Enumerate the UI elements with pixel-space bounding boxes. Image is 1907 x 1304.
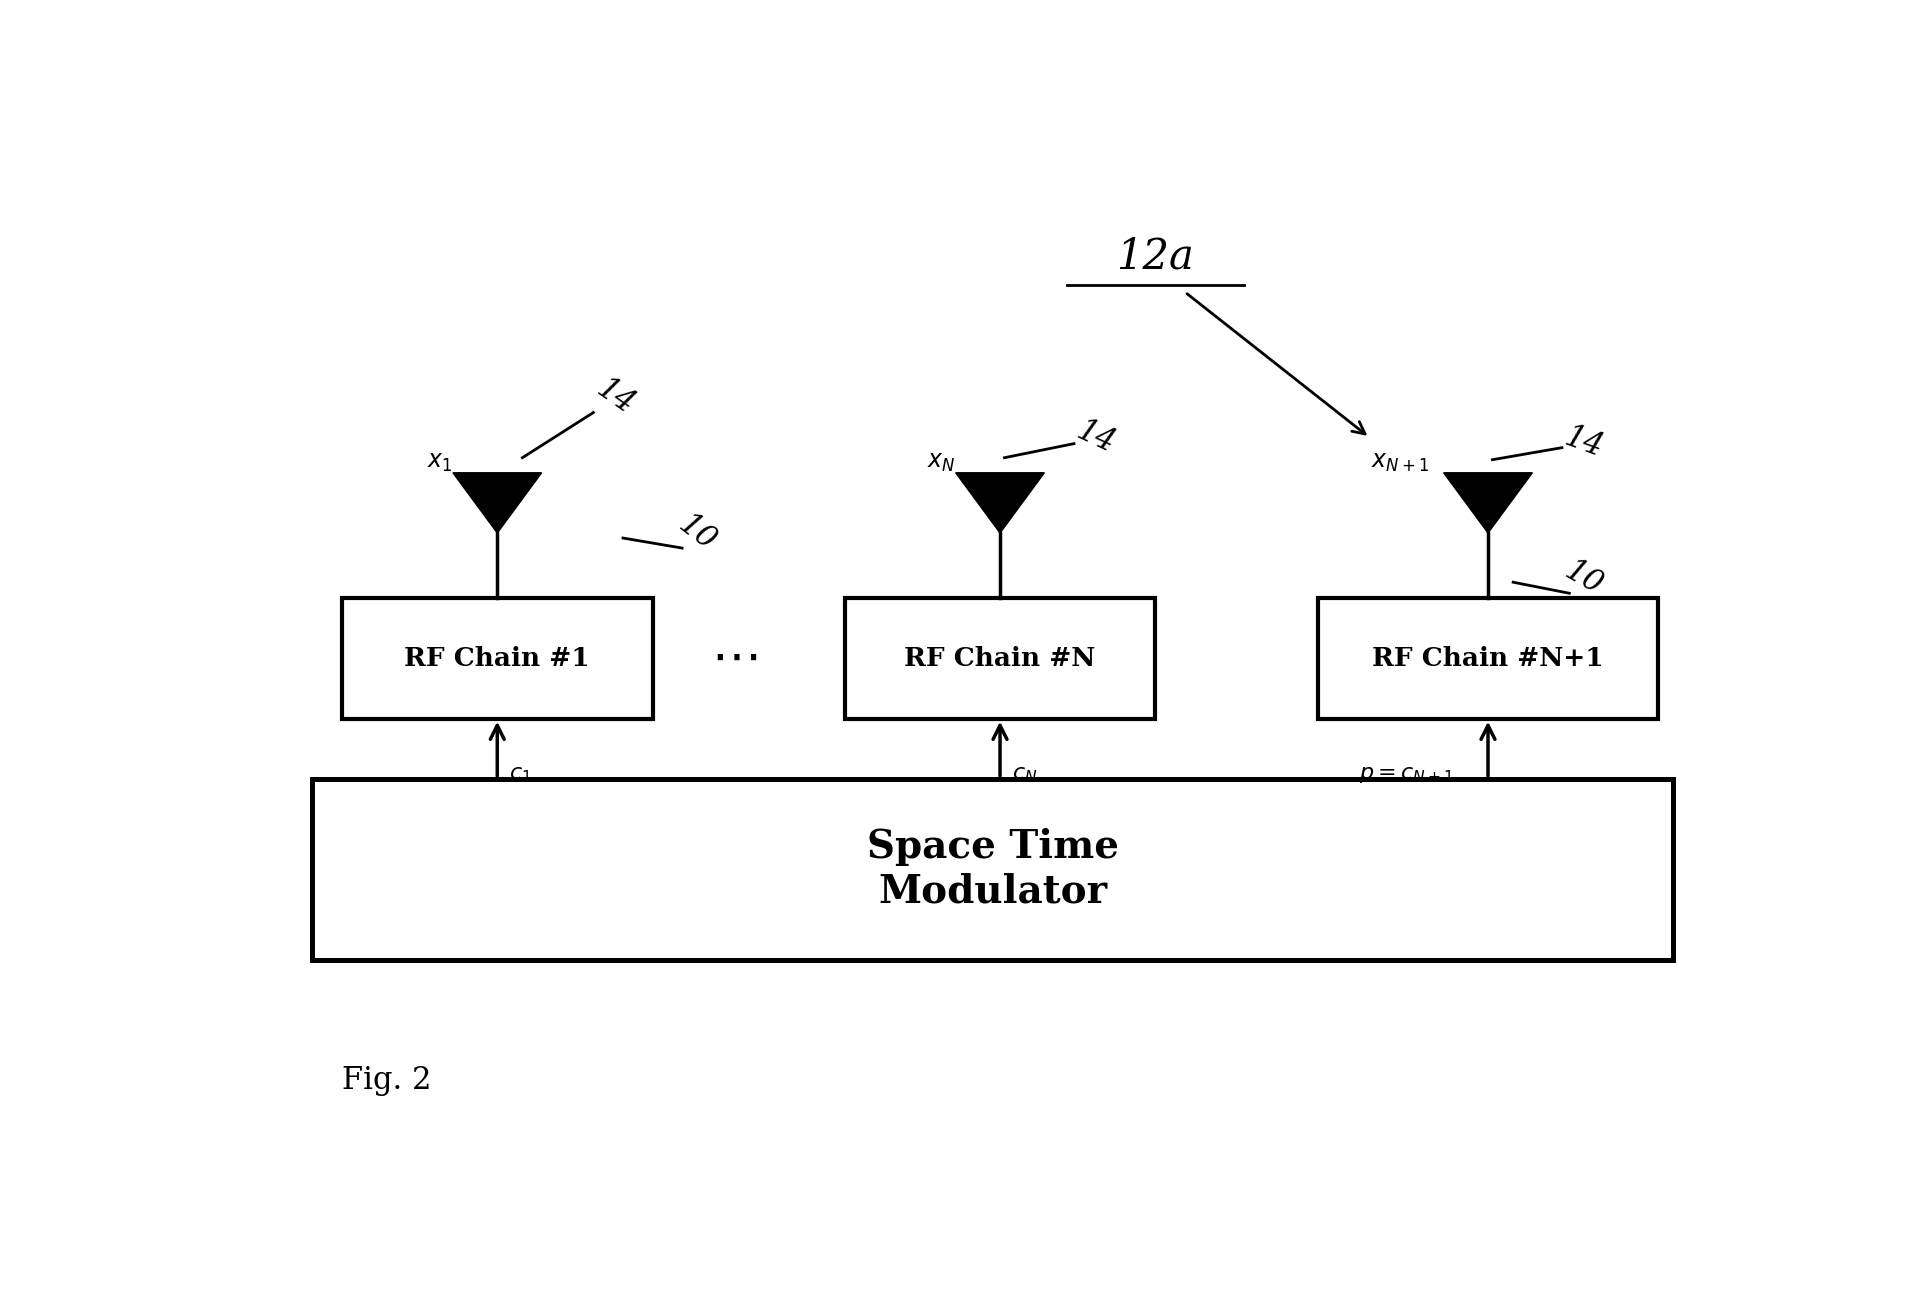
Bar <box>313 778 1672 960</box>
Text: 14: 14 <box>591 374 641 421</box>
Text: RF Chain #1: RF Chain #1 <box>404 645 589 672</box>
Text: $\cdots$: $\cdots$ <box>711 634 757 683</box>
Text: $x_{N+1}$: $x_{N+1}$ <box>1369 451 1428 475</box>
Bar <box>845 599 1154 719</box>
Text: 10: 10 <box>1558 556 1608 601</box>
Text: $x_1$: $x_1$ <box>427 451 452 475</box>
Bar <box>341 599 652 719</box>
Text: Space Time
Modulator: Space Time Modulator <box>866 828 1118 910</box>
Text: RF Chain #N: RF Chain #N <box>904 645 1095 672</box>
Text: 14: 14 <box>1072 416 1119 460</box>
Text: $c_1$: $c_1$ <box>509 763 532 785</box>
Text: $p=c_{N+1}$: $p=c_{N+1}$ <box>1358 763 1453 785</box>
Text: 12a: 12a <box>1116 236 1194 278</box>
Text: $x_N$: $x_N$ <box>927 451 955 475</box>
Text: 10: 10 <box>671 509 721 557</box>
Text: RF Chain #N+1: RF Chain #N+1 <box>1371 645 1604 672</box>
Text: $c_N$: $c_N$ <box>1011 763 1037 785</box>
Polygon shape <box>452 473 542 533</box>
Text: Fig. 2: Fig. 2 <box>341 1065 431 1095</box>
Text: 14: 14 <box>1560 421 1608 464</box>
Polygon shape <box>1444 473 1531 533</box>
Bar <box>1318 599 1657 719</box>
Polygon shape <box>955 473 1043 533</box>
